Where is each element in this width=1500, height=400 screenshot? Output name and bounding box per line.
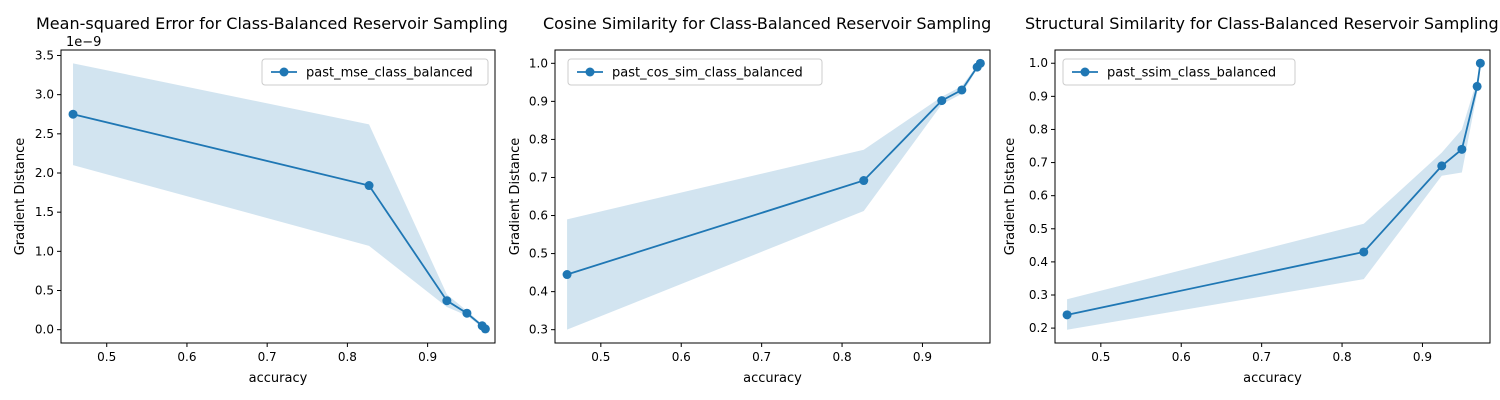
data-point (442, 296, 452, 306)
x-tick-label: 0.8 (338, 350, 357, 364)
data-point (364, 181, 374, 191)
confidence-band (567, 62, 981, 330)
confidence-band (73, 63, 486, 330)
x-tick-label: 0.9 (418, 350, 437, 364)
cosine-chart-panel: Cosine Similarity for Class-Balanced Res… (508, 14, 991, 386)
y-tick-label: 0.5 (529, 247, 548, 261)
y-tick-label: 1.0 (35, 244, 54, 258)
data-point (1457, 144, 1467, 154)
chart-title: Structural Similarity for Class-Balanced… (1025, 14, 1499, 33)
x-tick-label: 0.9 (913, 350, 932, 364)
y-tick-label: 3.5 (35, 48, 54, 62)
chart-title: Mean-squared Error for Class-Balanced Re… (36, 14, 508, 33)
ssim-chart-panel: Structural Similarity for Class-Balanced… (1003, 14, 1499, 386)
y-tick-label: 1.5 (35, 205, 54, 219)
y-tick-label: 1.0 (529, 56, 548, 70)
x-tick-label: 0.9 (1413, 350, 1432, 364)
y-tick-label: 0.9 (1029, 89, 1048, 103)
confidence-band (1067, 63, 1481, 330)
y-tick-label: 1.0 (1029, 56, 1048, 70)
y-tick-label: 0.6 (529, 209, 548, 223)
y-tick-label: 2.0 (35, 166, 54, 180)
y-tick-label: 0.6 (1029, 189, 1048, 203)
x-tick-label: 0.6 (1172, 350, 1191, 364)
legend-box (261, 58, 489, 86)
y-tick-label: 0.8 (1029, 122, 1048, 136)
data-point (68, 109, 78, 119)
data-point (937, 96, 947, 106)
y-axis-label: Gradient Distance (1003, 138, 1018, 256)
x-tick-label: 0.5 (97, 350, 116, 364)
data-point (480, 324, 490, 334)
y-tick-label: 0.5 (35, 284, 54, 298)
y-axis-scale-label: 1e−9 (66, 35, 101, 50)
y-tick-label: 0.8 (529, 132, 548, 146)
legend-label: past_mse_class_balanced (306, 66, 473, 81)
data-point (562, 270, 572, 280)
y-axis-label: Gradient Distance (13, 138, 28, 256)
y-axis-label: Gradient Distance (508, 138, 523, 256)
y-tick-label: 0.4 (1029, 255, 1048, 269)
data-point (1359, 247, 1369, 257)
data-point (1437, 161, 1447, 171)
data-point (957, 85, 967, 95)
chart-title: Cosine Similarity for Class-Balanced Res… (543, 14, 991, 33)
y-tick-label: 2.5 (35, 127, 54, 141)
x-tick-label: 0.8 (1333, 350, 1352, 364)
data-point (859, 176, 869, 186)
legend-box (567, 58, 823, 86)
legend-marker (279, 67, 289, 77)
legend-label: past_ssim_class_balanced (1107, 66, 1276, 81)
y-tick-label: 0.3 (1029, 288, 1048, 302)
x-axis-label: accuracy (743, 371, 802, 386)
y-tick-label: 0.2 (1029, 321, 1048, 335)
y-tick-label: 0.3 (529, 323, 548, 337)
data-point (975, 58, 985, 68)
x-tick-label: 0.7 (1252, 350, 1271, 364)
x-tick-label: 0.7 (752, 350, 771, 364)
y-tick-label: 3.0 (35, 88, 54, 102)
axes-frame (1054, 49, 1491, 344)
x-tick-label: 0.8 (833, 350, 852, 364)
legend-label: past_cos_sim_class_balanced (612, 66, 803, 81)
x-axis-label: accuracy (1243, 371, 1302, 386)
data-point (1475, 58, 1485, 68)
legend-box (1062, 58, 1296, 86)
x-tick-label: 0.7 (258, 350, 277, 364)
y-tick-label: 0.7 (529, 170, 548, 184)
data-point (1062, 310, 1072, 320)
legend-marker (585, 67, 595, 77)
data-point (462, 308, 472, 318)
legend-marker (1080, 67, 1090, 77)
x-axis-label: accuracy (249, 371, 308, 386)
y-tick-label: 0.4 (529, 285, 548, 299)
x-tick-label: 0.6 (672, 350, 691, 364)
y-tick-label: 0.9 (529, 94, 548, 108)
y-tick-label: 0.7 (1029, 156, 1048, 170)
x-tick-label: 0.6 (177, 350, 196, 364)
x-tick-label: 0.5 (591, 350, 610, 364)
y-tick-label: 0.5 (1029, 222, 1048, 236)
axes-frame (60, 49, 496, 344)
mse-chart-panel: Mean-squared Error for Class-Balanced Re… (13, 14, 508, 386)
x-tick-label: 0.5 (1091, 350, 1110, 364)
axes-frame (554, 49, 991, 344)
y-tick-label: 0.0 (35, 323, 54, 337)
data-point (1472, 81, 1482, 91)
